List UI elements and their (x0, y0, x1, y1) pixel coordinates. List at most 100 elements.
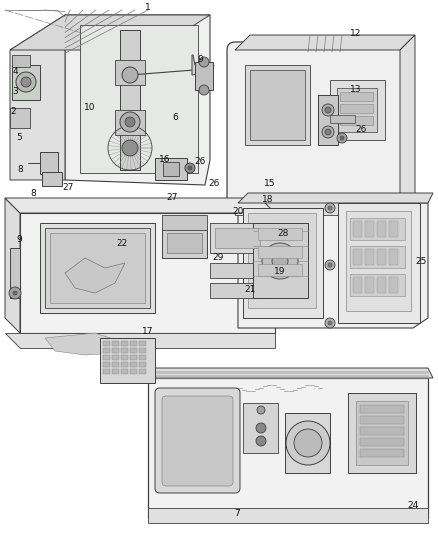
Bar (121, 362, 128, 367)
Bar (253, 223, 308, 298)
Circle shape (325, 318, 335, 328)
Text: 9: 9 (197, 55, 203, 64)
Bar (360, 416, 404, 424)
Text: 26: 26 (208, 179, 220, 188)
Bar (235, 200, 400, 215)
Bar (330, 115, 355, 123)
Text: 8: 8 (17, 166, 23, 174)
Bar (377, 249, 386, 265)
Bar (130, 369, 137, 374)
Text: 13: 13 (350, 85, 362, 94)
Bar (139, 369, 146, 374)
Bar (330, 80, 385, 140)
Circle shape (256, 436, 266, 446)
Bar (195, 62, 213, 90)
Circle shape (325, 203, 335, 213)
Text: 6: 6 (172, 114, 178, 123)
Text: 10: 10 (84, 103, 96, 112)
Circle shape (328, 263, 332, 267)
Text: 18: 18 (262, 196, 274, 205)
Circle shape (325, 260, 335, 270)
Bar (112, 369, 119, 374)
Circle shape (262, 243, 298, 279)
Bar (130, 355, 137, 360)
Bar (340, 116, 373, 125)
Bar (389, 249, 398, 265)
Circle shape (125, 117, 135, 127)
Circle shape (257, 406, 265, 414)
Bar (121, 369, 128, 374)
Bar (348, 393, 416, 473)
Text: 4: 4 (12, 68, 18, 77)
Polygon shape (20, 213, 275, 333)
Bar (148, 508, 428, 523)
Bar (120, 30, 140, 170)
Bar (103, 341, 110, 346)
Polygon shape (65, 258, 125, 293)
Polygon shape (400, 35, 415, 205)
Bar (210, 263, 265, 278)
Bar (360, 405, 404, 413)
Text: 19: 19 (274, 268, 286, 277)
Text: 5: 5 (16, 133, 22, 142)
Bar (162, 215, 207, 230)
Bar (245, 65, 310, 145)
Bar (139, 341, 146, 346)
Bar (356, 401, 408, 465)
Text: 8: 8 (30, 190, 36, 198)
Text: 29: 29 (212, 253, 224, 262)
Bar (130, 362, 137, 367)
Bar (50, 233, 145, 303)
Bar (346, 211, 411, 311)
Bar (121, 341, 128, 346)
Bar (377, 221, 386, 237)
Circle shape (256, 423, 266, 433)
Polygon shape (10, 15, 210, 50)
Bar (365, 249, 374, 265)
Bar (121, 355, 128, 360)
Bar (353, 249, 362, 265)
Circle shape (122, 140, 138, 156)
Circle shape (337, 133, 347, 143)
Text: 15: 15 (264, 179, 276, 188)
Polygon shape (235, 35, 415, 50)
Bar (340, 104, 373, 113)
Bar (350, 246, 405, 268)
Bar (12, 65, 40, 100)
Polygon shape (192, 55, 214, 75)
Bar (365, 277, 374, 293)
Bar (360, 449, 404, 457)
Text: 25: 25 (415, 257, 427, 266)
Bar (42, 172, 62, 186)
Bar (100, 338, 155, 383)
Bar (353, 221, 362, 237)
Bar (350, 218, 405, 240)
Circle shape (272, 253, 288, 269)
Bar (285, 413, 330, 473)
Polygon shape (65, 15, 210, 185)
FancyBboxPatch shape (162, 396, 233, 486)
Polygon shape (10, 15, 65, 180)
Bar (258, 246, 302, 258)
Bar (353, 277, 362, 293)
Bar (10, 108, 30, 128)
Bar (103, 348, 110, 353)
Bar (337, 88, 377, 132)
Bar (360, 438, 404, 446)
Text: 2: 2 (10, 108, 16, 117)
Bar (112, 362, 119, 367)
Bar (162, 228, 207, 258)
Text: 1: 1 (145, 4, 151, 12)
Circle shape (21, 77, 31, 87)
Bar (155, 158, 187, 180)
Text: 26: 26 (194, 157, 206, 166)
Bar (258, 228, 302, 240)
Polygon shape (5, 198, 20, 333)
Bar (243, 208, 323, 318)
Bar (258, 264, 302, 276)
Text: 17: 17 (142, 327, 154, 336)
Polygon shape (5, 333, 275, 348)
Bar (377, 277, 386, 293)
Bar (103, 369, 110, 374)
Circle shape (322, 126, 334, 138)
